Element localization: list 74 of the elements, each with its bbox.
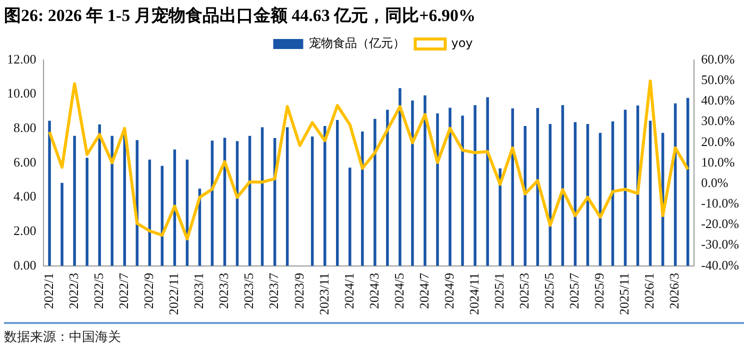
x-tick-label: 2024/1 (341, 272, 356, 309)
y-tick-label: 2.00 (14, 222, 36, 238)
y-tick-label: 6.00 (14, 154, 36, 170)
x-tick-label: 2022/1 (40, 272, 56, 309)
x-tick-label: 2025/9 (592, 272, 607, 309)
legend-label: 宠物食品（亿元） (309, 36, 406, 50)
x-tick-label: 2025/3 (516, 272, 532, 309)
y2-tick-label: 40.0% (701, 92, 735, 108)
bar (110, 136, 114, 266)
bar (73, 136, 76, 266)
bar (436, 113, 439, 266)
bar (98, 124, 101, 266)
bar (48, 120, 51, 266)
bar (524, 126, 526, 266)
x-tick-label: 2024/3 (366, 272, 382, 309)
chart-title: 图26: 2026 年 1-5 月宠物食品出口金额 44.63 亿元，同比+6.90% (4, 5, 476, 27)
y2-tick-label: 50.0% (701, 72, 735, 88)
bar (123, 134, 126, 266)
y2-tick-label: 10.0% (701, 154, 735, 170)
x-tick-label: 2023/5 (241, 272, 256, 309)
bar (60, 182, 64, 266)
bar (511, 108, 514, 266)
x-tick-label: 2025/11 (616, 272, 632, 316)
x-tick-label: 2023/1 (191, 272, 206, 309)
bar (386, 110, 389, 266)
bar (448, 108, 452, 266)
bar (348, 168, 352, 266)
x-tick-label: 2022/9 (141, 272, 156, 309)
x-tick-label: 2023/7 (266, 272, 282, 309)
y-tick-label: 10.00 (7, 86, 36, 101)
source-note: 数据来源：中国海关 (4, 328, 121, 346)
x-tick-label: 2024/9 (441, 272, 456, 309)
y-tick-label: 12.00 (7, 51, 36, 66)
x-tick-label: 2026/1 (642, 272, 657, 309)
x-tick-label: 2025/5 (542, 272, 557, 309)
legend-label: yoy (451, 36, 473, 50)
x-tick-label: 2025/1 (492, 272, 507, 309)
x-tick-label: 2026/3 (666, 272, 682, 309)
x-tick-label: 2022/7 (116, 272, 132, 309)
x-tick-label: 2024/7 (416, 272, 432, 309)
y2-tick-label: 0.0% (701, 174, 728, 190)
y2-tick-label: -20.0% (701, 216, 740, 232)
x-tick-label: 2025/7 (566, 272, 582, 309)
bar (486, 97, 489, 266)
y2-tick-label: 20.0% (701, 134, 735, 149)
bar (361, 132, 364, 266)
y2-tick-label: -10.0% (701, 196, 740, 211)
bar (86, 158, 88, 266)
bar (424, 95, 426, 266)
bar (310, 136, 314, 266)
x-tick-label: 2024/5 (391, 272, 406, 309)
y-tick-label: 4.00 (14, 188, 36, 204)
y2-tick-label: 30.0% (701, 113, 735, 128)
bar (374, 118, 376, 266)
bar (411, 100, 414, 266)
x-tick-label: 2023/9 (291, 272, 306, 309)
x-tick-label: 2022/11 (166, 272, 182, 316)
y2-tick-label: 60.0% (701, 51, 735, 66)
x-tick-label: 2022/3 (66, 272, 81, 309)
bar (474, 105, 476, 266)
y-tick-label: 0.00 (14, 257, 36, 272)
bar (336, 120, 339, 266)
x-tick-label: 2023/3 (216, 272, 232, 309)
y-tick-label: 8.00 (14, 120, 36, 136)
bar (498, 168, 502, 266)
x-tick-label: 2023/11 (316, 272, 332, 316)
bar (648, 120, 652, 266)
y2-tick-label: -40.0% (701, 257, 740, 272)
bar (286, 127, 289, 266)
x-tick-label: 2024/11 (466, 272, 482, 316)
bar (461, 116, 464, 266)
bar (398, 88, 402, 266)
x-tick-label: 2022/5 (90, 272, 106, 309)
y2-tick-label: -30.0% (701, 236, 740, 252)
